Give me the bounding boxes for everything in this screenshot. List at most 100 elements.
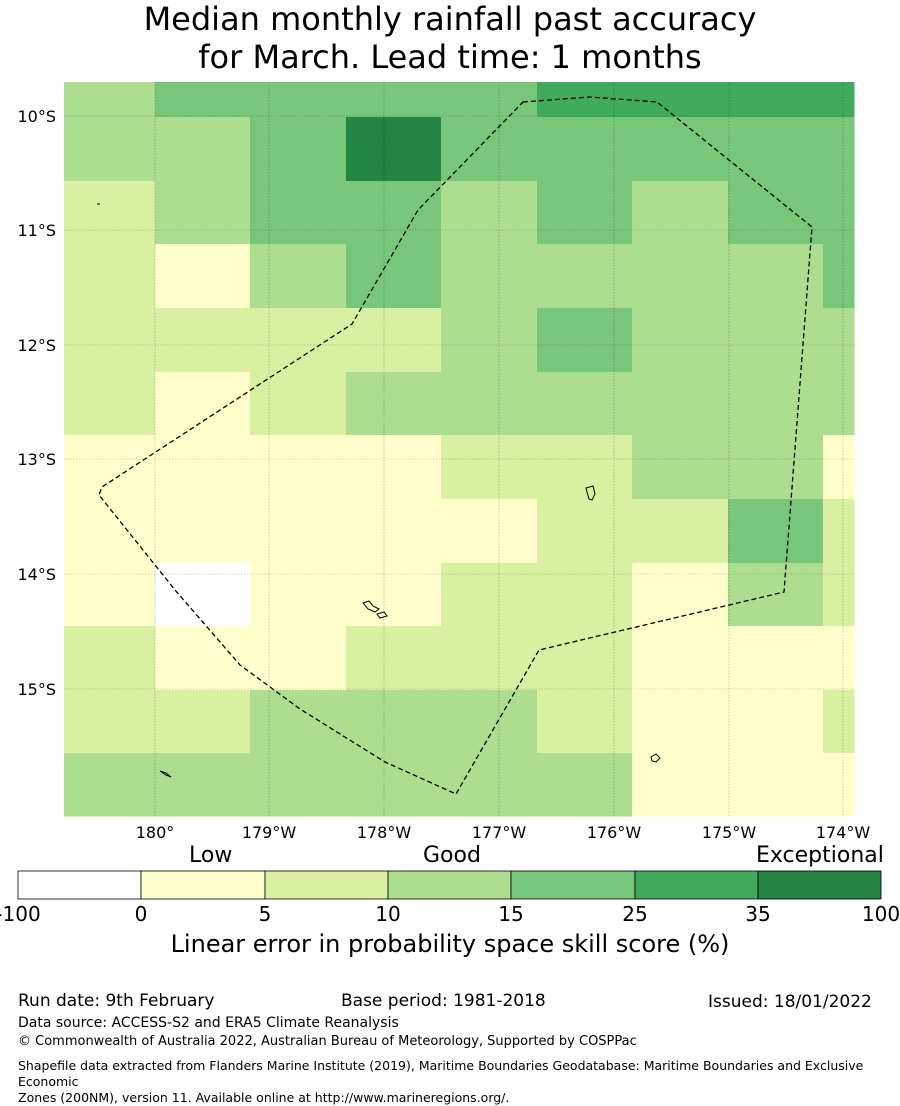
heatmap-cell — [250, 626, 347, 691]
heatmap-cell — [64, 181, 156, 245]
heatmap-cell — [155, 690, 251, 754]
heatmap-cell — [155, 308, 251, 373]
chart-title-line1: Median monthly rainfall past accuracy — [143, 0, 757, 38]
y-tick-label: 11°S — [17, 221, 56, 240]
heatmap-cell — [64, 244, 156, 309]
colorbar-tick-7: 100 — [861, 902, 900, 926]
heatmap-cells — [64, 82, 855, 817]
heatmap-cell — [728, 563, 824, 627]
heatmap-cell — [728, 753, 824, 817]
heatmap-cell — [728, 117, 824, 182]
island-outline-5 — [159, 770, 172, 778]
heatmap-cell — [728, 181, 824, 245]
heatmap-cell — [441, 499, 538, 564]
heatmap-cell — [346, 181, 442, 245]
issued-date: Issued: 18/01/2022 — [708, 992, 872, 1012]
heatmap-cell — [632, 244, 729, 309]
map-gridlines — [64, 82, 854, 816]
heatmap-cell — [346, 690, 442, 754]
colorbar-segment — [17, 870, 142, 900]
heatmap-cell — [537, 499, 633, 564]
heatmap-cell — [346, 308, 442, 373]
heatmap-cell — [537, 435, 633, 500]
heatmap-cell — [537, 626, 633, 691]
chart-title-line2: for March. Lead time: 1 months — [198, 38, 702, 76]
heatmap-cell — [155, 753, 251, 817]
heatmap-cell — [441, 435, 538, 500]
heatmap-cell — [632, 117, 729, 182]
heatmap-cell — [250, 244, 347, 309]
colorbar-tick-3: 10 — [375, 902, 401, 926]
heatmap-cell — [632, 82, 729, 118]
heatmap-cell — [250, 181, 347, 245]
heatmap-cell — [632, 372, 729, 436]
heatmap-cell — [155, 82, 251, 118]
island-outline-4 — [650, 753, 661, 763]
heatmap-cell — [537, 690, 633, 754]
chart-title: Median monthly rainfall past accuracy fo… — [0, 0, 900, 76]
heatmap-cell — [346, 372, 442, 436]
x-tick-label: 175°W — [702, 823, 757, 840]
heatmap-cell — [632, 690, 729, 754]
colorbar-tick-1: 0 — [134, 902, 148, 926]
shapefile-credit-line1: Shapefile data extracted from Flanders M… — [18, 1058, 864, 1089]
x-tick-label: 174°W — [816, 823, 871, 840]
colorbar-tick-4: 15 — [498, 902, 524, 926]
colorbar-segment — [264, 870, 389, 900]
colorbar-tick-5: 25 — [622, 902, 648, 926]
heatmap-cell — [632, 753, 729, 817]
x-tick-label: 176°W — [587, 823, 642, 840]
run-date: Run date: 9th February — [18, 991, 215, 1011]
heatmap-cell — [346, 82, 442, 118]
heatmap-cell — [537, 753, 633, 817]
colorbar-label-exceptional: Exceptional — [756, 843, 884, 868]
heatmap-cell — [823, 372, 855, 436]
heatmap-cell — [64, 563, 156, 627]
heatmap-cell — [155, 244, 251, 309]
heatmap-cell — [441, 372, 538, 436]
heatmap-cell — [250, 435, 347, 500]
heatmap-cell — [728, 308, 824, 373]
heatmap-cell — [441, 308, 538, 373]
heatmap-cell — [728, 690, 824, 754]
x-tick-label: 178°W — [357, 823, 412, 840]
heatmap-cell — [823, 435, 855, 500]
heatmap-cell — [823, 82, 855, 118]
heatmap-cell — [632, 308, 729, 373]
colorbar-tick-0: -100 — [0, 902, 41, 926]
heatmap-cell — [441, 753, 538, 817]
heatmap-cell — [64, 308, 156, 373]
colorbar-segment — [634, 870, 759, 900]
heatmap-cell — [346, 499, 442, 564]
eez-boundary-dashed — [98, 96, 813, 795]
shapefile-credit: Shapefile data extracted from Flanders M… — [18, 1058, 898, 1106]
heatmap-cell — [537, 244, 633, 309]
heatmap-cell — [823, 308, 855, 373]
heatmap-cell — [537, 117, 633, 182]
colorbar-segment — [757, 870, 882, 900]
y-tick-label: 15°S — [17, 680, 56, 699]
heatmap-cell — [632, 435, 729, 500]
heatmap-cell — [441, 82, 538, 118]
heatmap-cell — [441, 117, 538, 182]
colorbar-tick-2: 5 — [258, 902, 272, 926]
heatmap-cell — [250, 308, 347, 373]
heatmap-cell — [155, 372, 251, 436]
x-axis-ticks: 180° 179°W 178°W 177°W 176°W 175°W 174°W — [136, 823, 871, 840]
heatmap-cell — [64, 499, 156, 564]
heatmap-cell — [823, 499, 855, 564]
y-tick-label: 13°S — [17, 450, 56, 469]
heatmap-cell — [537, 181, 633, 245]
colorbar-label-low: Low — [189, 843, 233, 868]
heatmap-cell — [823, 690, 855, 754]
heatmap-cell — [250, 499, 347, 564]
heatmap-cell — [728, 82, 824, 118]
colorbar-tick-6: 35 — [745, 902, 771, 926]
heatmap-cell — [64, 372, 156, 436]
heatmap-cell — [537, 563, 633, 627]
x-tick-label: 177°W — [472, 823, 527, 840]
heatmap-cell — [441, 690, 538, 754]
heatmap-cell — [64, 117, 156, 182]
heatmap-cell — [155, 563, 251, 627]
heatmap-cell — [632, 499, 729, 564]
